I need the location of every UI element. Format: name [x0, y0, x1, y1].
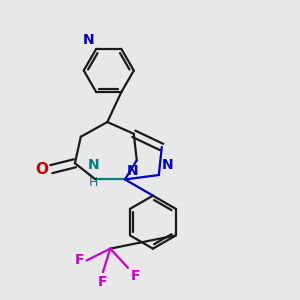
Text: N: N — [83, 33, 95, 47]
Text: N: N — [126, 164, 138, 178]
Text: H: H — [88, 176, 98, 190]
Text: F: F — [75, 253, 84, 266]
Text: O: O — [35, 162, 48, 177]
Text: N: N — [87, 158, 99, 172]
Text: F: F — [130, 269, 140, 283]
Text: N: N — [162, 158, 173, 172]
Text: F: F — [98, 274, 108, 289]
